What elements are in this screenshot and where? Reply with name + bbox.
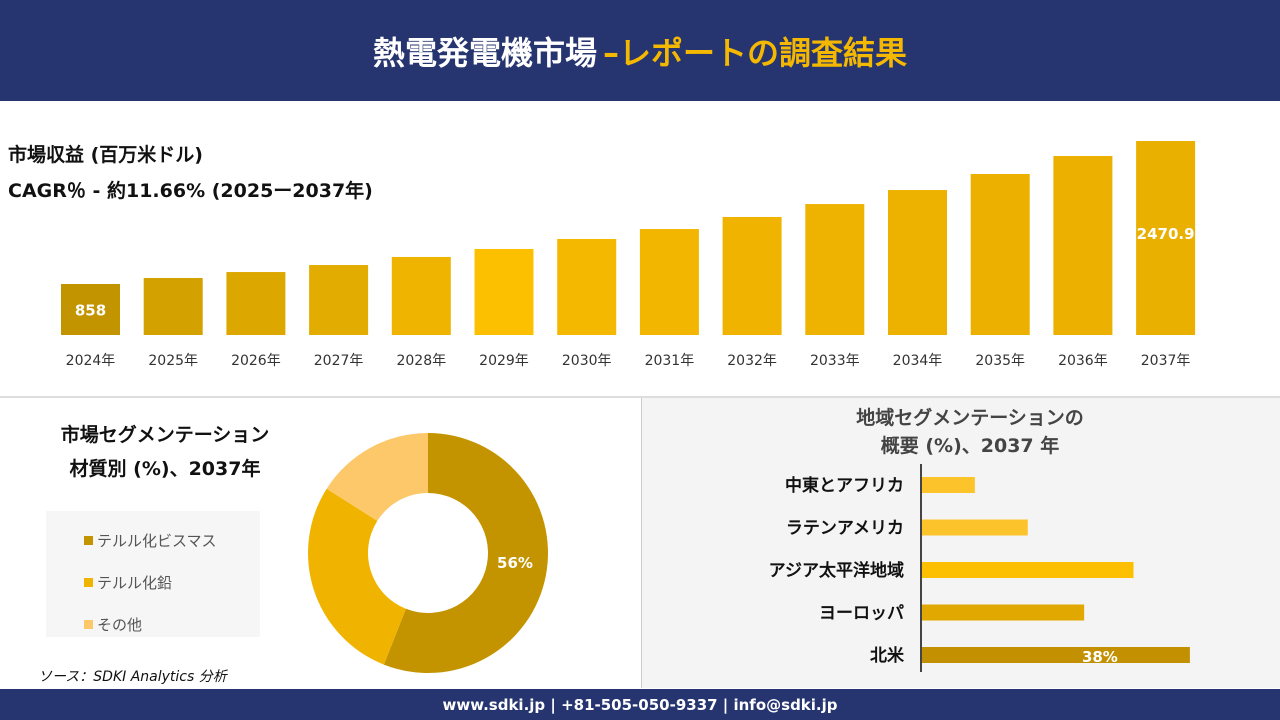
x-tick-label: 2027年	[314, 353, 364, 369]
donut-slice	[383, 433, 548, 673]
x-tick-label: 2037年	[1141, 353, 1191, 369]
x-tick-label: 2028年	[396, 353, 446, 369]
x-tick-label: 2032年	[727, 353, 777, 369]
legend-label: テルル化ビスマス	[97, 531, 217, 550]
bar	[922, 647, 1190, 663]
y-tick-label: 北米	[870, 645, 905, 666]
bar	[1136, 141, 1196, 335]
segment-title-line2: 材質別 (%)、2037年	[69, 458, 261, 480]
source-note: ソース：SDKI Analytics 分析	[38, 669, 227, 685]
regional-title-line2: 概要 (%)、2037 年	[880, 435, 1060, 457]
legend-item: テルル化ビスマス	[84, 519, 260, 561]
title-accent: –レポートの調査結果	[603, 33, 908, 72]
bar	[922, 477, 975, 493]
bar	[1053, 155, 1113, 335]
x-tick-label: 2025年	[148, 353, 198, 369]
bar	[888, 190, 947, 335]
legend-swatch	[84, 577, 93, 587]
title: 熱電発電機市場	[372, 33, 597, 72]
legend-label: テルル化鉛	[97, 573, 173, 592]
legend-item: テルル化鉛	[84, 561, 260, 603]
bar	[309, 265, 369, 335]
bar	[722, 216, 782, 335]
x-tick-label: 2034年	[893, 353, 943, 369]
footer-contact: www.sdki.jp | +81-505-050-9337 | info@sd…	[0, 689, 1280, 720]
bar	[970, 173, 1030, 335]
revenue-label: 市場収益 (百万米ドル)	[8, 144, 203, 166]
bar	[474, 248, 534, 335]
bar	[922, 519, 1028, 536]
bar	[922, 604, 1085, 621]
legend-label: その他	[97, 615, 143, 634]
data-label: 38%	[1082, 648, 1118, 666]
y-tick-label: ラテンアメリカ	[786, 519, 904, 539]
revenue-bar-chart: 2024年 858 2025年 2026年 2027年 2028年 2029年 2030年 20…	[61, 141, 1196, 369]
bar	[391, 256, 451, 335]
segment-title: 市場セグメンテーション 材質別 (%)、2037年	[40, 418, 290, 486]
legend: テルル化ビスマス テルル化鉛 その他	[46, 511, 260, 637]
x-tick-label: 2030年	[562, 353, 612, 369]
data-label: 858	[75, 302, 106, 320]
x-tick-label: 2036年	[1058, 353, 1108, 369]
donut-slice	[308, 488, 406, 665]
cagr-label: CAGR％ - 約11.66% (2025ー2037年)	[8, 180, 373, 202]
data-label: 2470.9	[1137, 225, 1195, 243]
bar	[922, 562, 1134, 578]
regional-panel	[641, 398, 1280, 688]
segment-title-line1: 市場セグメンテーション	[60, 424, 270, 446]
bar	[143, 277, 203, 335]
y-tick-label: アジア太平洋地域	[769, 560, 904, 581]
x-tick-label: 2035年	[975, 353, 1025, 369]
y-tick-label: 中東とアフリカ	[785, 475, 904, 496]
legend-swatch	[84, 619, 93, 629]
donut-slice	[326, 433, 428, 521]
bar	[639, 229, 699, 335]
legend-item: その他	[84, 603, 260, 645]
y-tick-label: ヨーロッパ	[819, 604, 904, 624]
bar	[226, 272, 286, 335]
regional-title: 地域セグメンテーションの 概要 (%)、2037 年	[780, 404, 1160, 460]
x-tick-label: 2029年	[479, 353, 529, 369]
x-tick-label: 2026年	[231, 353, 281, 369]
divider	[0, 396, 1280, 398]
x-tick-label: 2024年	[66, 353, 116, 369]
x-tick-label: 2033年	[810, 353, 860, 369]
bar	[557, 238, 617, 335]
material-donut-chart: 56%	[308, 433, 548, 673]
legend-swatch	[84, 535, 93, 545]
x-tick-label: 2031年	[645, 353, 695, 369]
bar	[805, 204, 865, 335]
header: 熱電発電機市場 –レポートの調査結果	[0, 0, 1280, 101]
bar	[61, 284, 120, 335]
regional-title-line1: 地域セグメンテーションの	[856, 407, 1084, 429]
donut-label: 56%	[497, 554, 533, 572]
